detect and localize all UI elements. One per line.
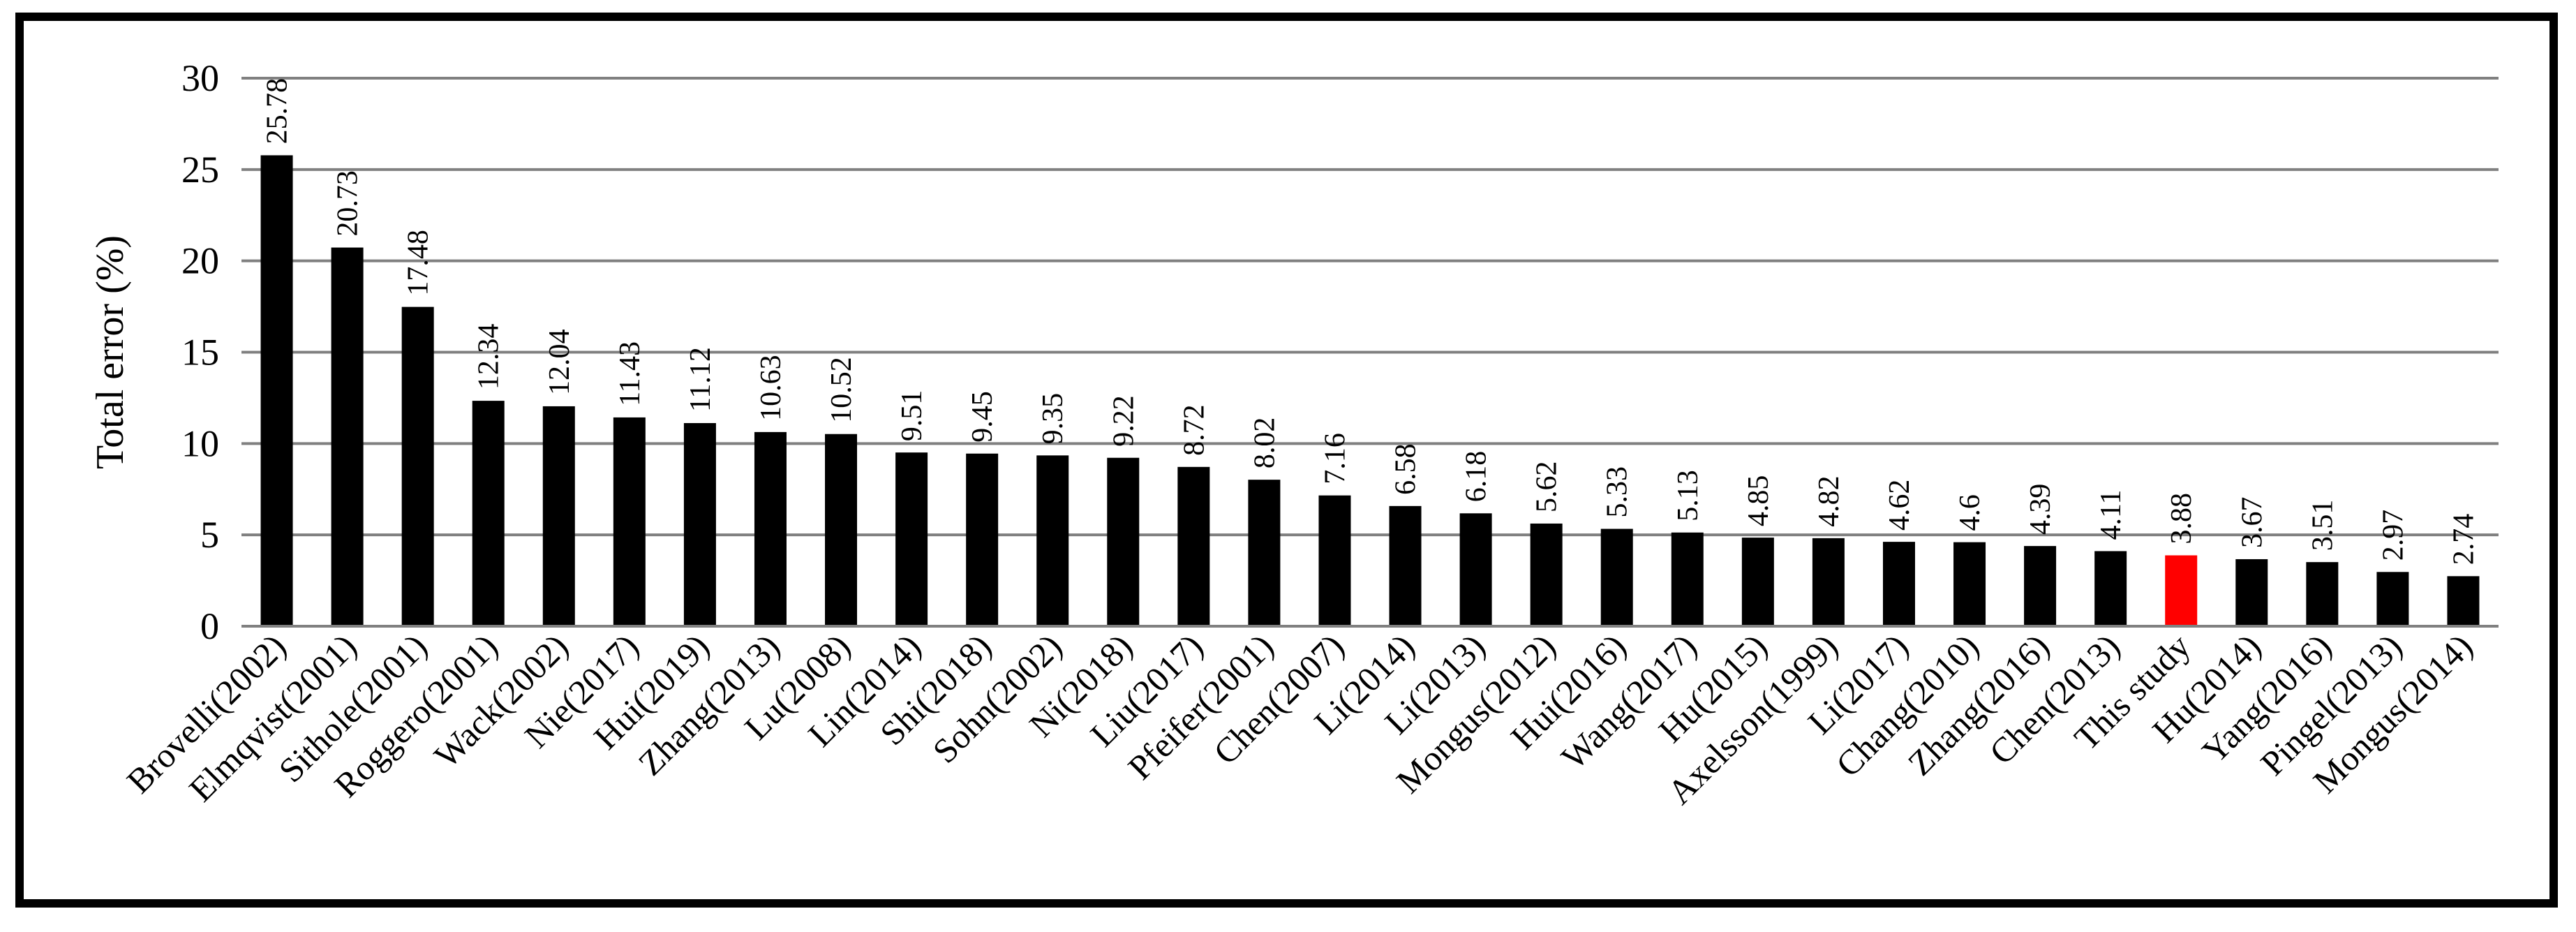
value-label: 17.48 <box>403 230 435 296</box>
bar <box>1459 513 1492 626</box>
value-label: 3.51 <box>2307 500 2339 552</box>
bar <box>260 155 293 626</box>
value-labels: 25.78 20.73 17.48 12.34 12.04 11.43 11.12 10.63… <box>262 78 2480 565</box>
bar <box>825 434 858 626</box>
bar <box>2094 551 2127 626</box>
bar <box>2376 572 2409 626</box>
bar <box>472 401 505 626</box>
value-label: 6.18 <box>1461 451 1493 503</box>
value-label: 8.72 <box>1178 404 1210 456</box>
x-axis-ticks: Brovelli(2002)Elmqvist(2001)Sithole(2001… <box>119 626 2480 811</box>
y-tick-label: 15 <box>181 332 219 373</box>
bar <box>1389 505 1422 626</box>
value-label: 11.43 <box>614 341 646 406</box>
value-label: 9.35 <box>1037 393 1069 445</box>
bar <box>1318 495 1351 626</box>
bar-chart: 0 5 10 15 20 25 30 25.78 20.73 17.48 12.34 12.04 11… <box>89 57 2499 812</box>
bar <box>1600 528 1633 626</box>
bar <box>331 247 364 626</box>
value-label: 12.04 <box>544 329 576 395</box>
bar <box>2024 546 2057 626</box>
bar <box>1530 523 1563 626</box>
value-label: 8.02 <box>1249 417 1281 469</box>
value-label: 11.12 <box>685 347 717 412</box>
y-tick-label: 20 <box>181 240 219 282</box>
value-label: 6.58 <box>1390 443 1422 495</box>
value-label: 4.6 <box>1954 494 1986 531</box>
y-tick-label: 25 <box>181 149 219 191</box>
bar <box>542 406 575 626</box>
bar <box>613 417 646 626</box>
value-label: 20.73 <box>332 170 364 237</box>
value-label: 9.51 <box>896 390 928 442</box>
value-label: 10.52 <box>826 357 858 423</box>
bar <box>683 423 716 626</box>
bars <box>260 155 2480 626</box>
bar <box>1671 532 1704 626</box>
y-tick-label: 5 <box>200 514 219 556</box>
bar <box>1953 542 1986 626</box>
bar <box>2447 576 2480 626</box>
y-tick-label: 30 <box>181 57 219 99</box>
value-label: 3.67 <box>2236 496 2268 548</box>
value-label: 12.34 <box>473 324 505 390</box>
value-label: 4.62 <box>1884 480 1916 531</box>
bar <box>754 431 787 626</box>
y-axis-label: Total error (%) <box>89 235 132 469</box>
bar <box>401 306 434 626</box>
value-label: 25.78 <box>262 78 294 145</box>
bar <box>1248 480 1281 626</box>
bar <box>1882 542 1915 626</box>
bar <box>2306 562 2339 626</box>
bar <box>1107 457 1140 626</box>
value-label: 4.82 <box>1813 475 1845 527</box>
value-label: 10.63 <box>755 355 787 421</box>
bar <box>1177 466 1210 626</box>
value-label: 5.62 <box>1531 461 1563 512</box>
value-label: 4.39 <box>2025 484 2057 535</box>
y-axis-ticks: 0 5 10 15 20 25 30 <box>181 57 219 647</box>
bar <box>1741 538 1774 626</box>
bar <box>966 453 999 626</box>
value-label: 9.45 <box>967 391 999 443</box>
bar <box>2165 555 2198 626</box>
value-label: 2.74 <box>2448 514 2480 565</box>
value-label: 9.22 <box>1108 395 1140 447</box>
value-label: 4.11 <box>2095 490 2127 540</box>
gridlines <box>241 77 2499 537</box>
value-label: 7.16 <box>1319 433 1351 485</box>
value-label: 3.88 <box>2166 493 2198 545</box>
value-label: 5.33 <box>1602 466 1634 518</box>
bar <box>2235 559 2268 626</box>
y-tick-label: 0 <box>200 605 219 647</box>
value-label: 5.13 <box>1672 470 1704 522</box>
value-label: 2.97 <box>2377 510 2409 561</box>
chart-frame: 0 5 10 15 20 25 30 25.78 20.73 17.48 12.34 12.04 11… <box>15 13 2558 908</box>
y-tick-label: 10 <box>181 422 219 464</box>
bar <box>1036 455 1069 626</box>
bar <box>895 452 928 626</box>
bar <box>1812 538 1845 626</box>
value-label: 4.85 <box>1743 475 1775 527</box>
